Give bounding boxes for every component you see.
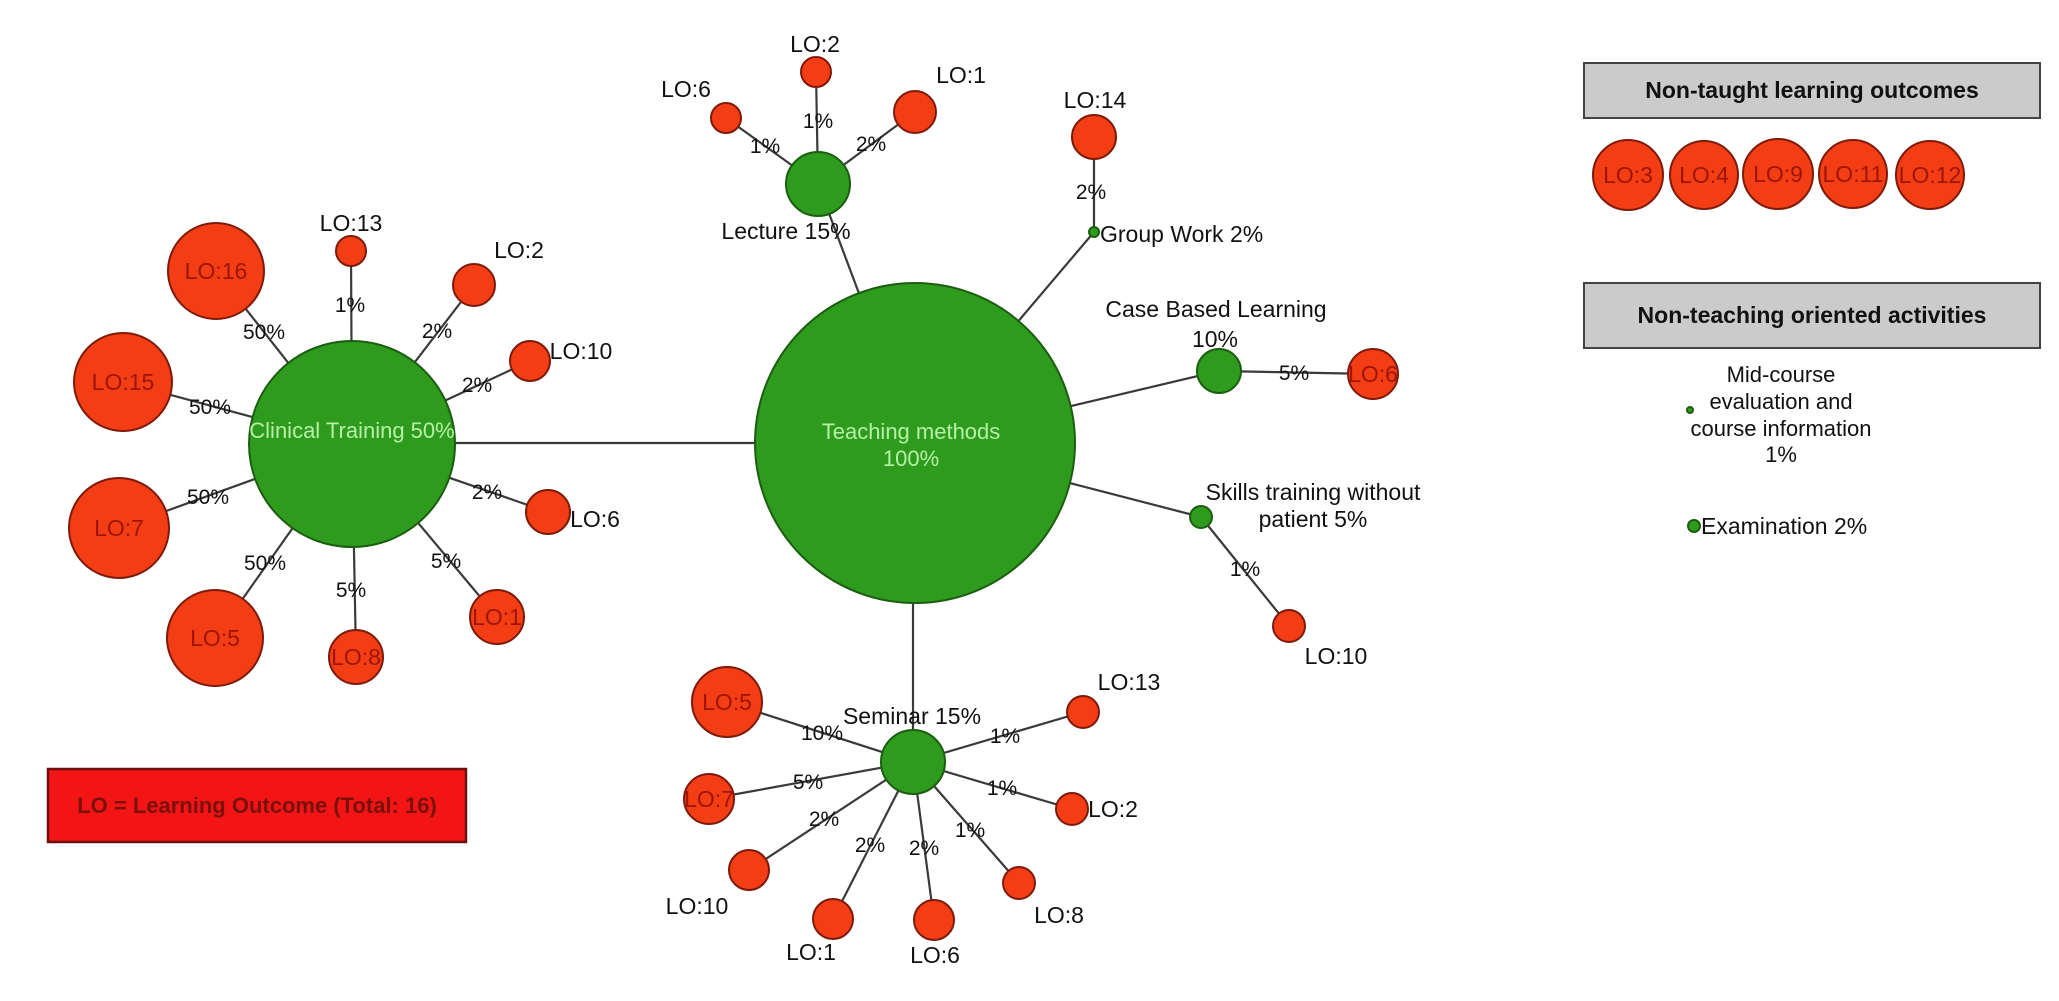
svg-text:Clinical Training 50%: Clinical Training 50% xyxy=(249,418,454,443)
svg-text:100%: 100% xyxy=(883,446,939,471)
svg-text:1%: 1% xyxy=(955,819,985,842)
svg-text:Mid-course: Mid-course xyxy=(1727,362,1836,387)
svg-text:LO:6: LO:6 xyxy=(570,506,620,532)
svg-text:Group Work 2%: Group Work 2% xyxy=(1100,221,1263,247)
svg-text:5%: 5% xyxy=(793,771,823,794)
svg-text:LO:6: LO:6 xyxy=(910,942,960,968)
svg-text:LO:2: LO:2 xyxy=(1088,796,1138,822)
svg-text:LO:5: LO:5 xyxy=(190,625,240,651)
svg-text:5%: 5% xyxy=(1279,362,1309,385)
svg-text:LO:11: LO:11 xyxy=(1823,161,1884,187)
svg-text:LO:1: LO:1 xyxy=(936,62,986,88)
svg-text:2%: 2% xyxy=(472,481,502,504)
svg-text:LO = Learning Outcome (Total:: LO = Learning Outcome (Total: 16) xyxy=(77,793,437,818)
svg-text:LO:4: LO:4 xyxy=(1679,162,1729,188)
svg-text:1%: 1% xyxy=(990,725,1020,748)
svg-text:50%: 50% xyxy=(187,486,229,509)
svg-text:Seminar 15%: Seminar 15% xyxy=(843,703,981,729)
svg-text:LO:7: LO:7 xyxy=(684,786,734,812)
svg-text:LO:1: LO:1 xyxy=(472,604,522,630)
svg-text:LO:10: LO:10 xyxy=(550,338,613,364)
svg-text:Non-taught learning outcomes: Non-taught learning outcomes xyxy=(1645,77,1979,103)
svg-text:2%: 2% xyxy=(855,834,885,857)
svg-text:5%: 5% xyxy=(336,579,366,602)
svg-text:LO:6: LO:6 xyxy=(661,76,711,102)
svg-text:LO:15: LO:15 xyxy=(92,369,155,395)
svg-text:LO:5: LO:5 xyxy=(702,689,752,715)
svg-text:LO:9: LO:9 xyxy=(1753,161,1803,187)
svg-text:2%: 2% xyxy=(809,808,839,831)
svg-text:Examination 2%: Examination 2% xyxy=(1701,513,1867,539)
svg-text:LO:16: LO:16 xyxy=(185,258,248,284)
svg-text:Non-teaching oriented activiti: Non-teaching oriented activities xyxy=(1638,302,1987,328)
svg-text:50%: 50% xyxy=(244,552,286,575)
svg-text:LO:10: LO:10 xyxy=(1305,643,1368,669)
svg-text:LO:8: LO:8 xyxy=(1034,902,1084,928)
svg-text:LO:8: LO:8 xyxy=(331,644,381,670)
svg-text:Case Based Learning: Case Based Learning xyxy=(1105,296,1326,322)
svg-text:1%: 1% xyxy=(1765,442,1797,467)
svg-text:10%: 10% xyxy=(1192,326,1238,352)
svg-text:1%: 1% xyxy=(750,135,780,158)
svg-text:10%: 10% xyxy=(801,722,843,745)
svg-text:LO:1: LO:1 xyxy=(786,939,836,965)
svg-text:LO:6: LO:6 xyxy=(1348,361,1398,387)
svg-text:LO:12: LO:12 xyxy=(1899,162,1962,188)
svg-text:5%: 5% xyxy=(431,550,461,573)
svg-text:1%: 1% xyxy=(803,110,833,133)
svg-text:LO:3: LO:3 xyxy=(1603,162,1653,188)
svg-text:patient 5%: patient 5% xyxy=(1259,506,1368,532)
svg-text:LO:7: LO:7 xyxy=(94,515,144,541)
svg-text:evaluation and: evaluation and xyxy=(1709,389,1852,414)
svg-text:2%: 2% xyxy=(462,374,492,397)
svg-text:LO:14: LO:14 xyxy=(1064,87,1127,113)
svg-text:LO:13: LO:13 xyxy=(1098,669,1161,695)
svg-text:50%: 50% xyxy=(189,396,231,419)
svg-text:2%: 2% xyxy=(856,133,886,156)
svg-text:2%: 2% xyxy=(1076,181,1106,204)
svg-text:1%: 1% xyxy=(1230,558,1260,581)
svg-text:Teaching methods: Teaching methods xyxy=(822,419,1001,444)
svg-text:LO:2: LO:2 xyxy=(494,237,544,263)
svg-text:Lecture 15%: Lecture 15% xyxy=(721,218,850,244)
svg-text:Skills training without: Skills training without xyxy=(1206,479,1421,505)
svg-text:1%: 1% xyxy=(987,777,1017,800)
svg-text:2%: 2% xyxy=(422,320,452,343)
svg-text:course information: course information xyxy=(1691,416,1872,441)
svg-text:50%: 50% xyxy=(243,321,285,344)
svg-text:1%: 1% xyxy=(335,294,365,317)
svg-text:2%: 2% xyxy=(909,837,939,860)
svg-text:LO:13: LO:13 xyxy=(320,210,383,236)
svg-text:LO:2: LO:2 xyxy=(790,31,840,57)
svg-text:LO:10: LO:10 xyxy=(666,893,729,919)
